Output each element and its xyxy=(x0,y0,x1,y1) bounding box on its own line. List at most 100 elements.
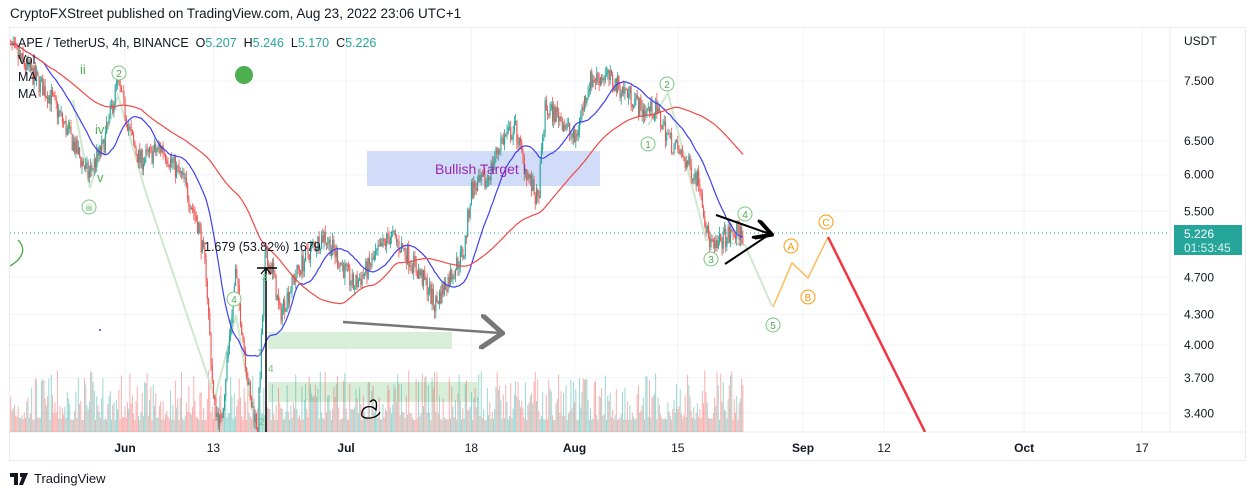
drop-projection-line[interactable] xyxy=(826,236,927,432)
candle-body xyxy=(628,93,630,98)
count-label-1: 1 xyxy=(257,348,263,359)
candle-body xyxy=(74,141,76,153)
candle-body xyxy=(554,106,556,123)
count-label-4: 4 xyxy=(268,364,274,375)
candle-body xyxy=(329,239,331,256)
bullish-target-label[interactable]: Bullish Target ! xyxy=(435,161,527,177)
abc-projection-line[interactable] xyxy=(772,236,829,308)
candle-body xyxy=(486,180,488,182)
candle-body xyxy=(297,265,299,270)
volume-bar xyxy=(69,403,71,432)
volume-bar xyxy=(704,370,706,432)
candle-body xyxy=(456,258,458,271)
candle-body xyxy=(621,87,624,93)
symbol-legend[interactable]: APE / TetherUS, 4h, BINANCE O5.207 H5.24… xyxy=(18,36,376,50)
candle-body xyxy=(726,238,728,247)
candle-body xyxy=(494,158,496,164)
volume-bar xyxy=(263,388,265,432)
volume-bar xyxy=(377,418,379,432)
volume-bar xyxy=(524,382,526,432)
candle-body xyxy=(305,248,307,262)
candle-body xyxy=(232,296,234,317)
candle-body xyxy=(260,333,262,379)
volume-bar xyxy=(592,418,594,432)
volume-bar xyxy=(349,383,351,432)
volume-bar xyxy=(109,391,111,432)
volume-bar xyxy=(689,396,691,432)
volume-bar xyxy=(698,416,700,432)
candle-body xyxy=(592,79,594,88)
candle-body xyxy=(258,388,260,432)
grey-arrow[interactable] xyxy=(342,322,500,333)
tradingview-logo[interactable]: TradingView xyxy=(10,471,106,486)
volume-bar xyxy=(561,416,563,432)
volume-bar xyxy=(117,409,119,432)
candle-body xyxy=(134,141,136,148)
volume-bar xyxy=(655,373,657,432)
volume-bar xyxy=(338,407,340,432)
candle-body xyxy=(434,305,436,312)
candle-body xyxy=(239,303,242,325)
candle-body xyxy=(79,147,81,157)
volume-bar xyxy=(474,388,476,432)
volume-bar xyxy=(212,418,214,432)
candle-body xyxy=(275,275,277,301)
volume-bar xyxy=(644,419,646,432)
candle-body xyxy=(38,75,40,92)
bullish-target-zone[interactable] xyxy=(367,151,600,186)
triangle-lower-line[interactable] xyxy=(724,233,771,265)
triangle-upper-arrow[interactable] xyxy=(715,214,770,234)
candle-body xyxy=(75,138,77,153)
volume-bar xyxy=(523,417,525,432)
candle-body xyxy=(282,300,285,309)
support-zone-lower[interactable] xyxy=(268,382,478,402)
price-axis[interactable]: 7.500 6.500 6.000 5.500 4.700 4.300 4.000 3.700… xyxy=(1184,74,1214,420)
candle-body xyxy=(459,250,461,268)
volume-bar xyxy=(15,415,17,432)
volume-bar xyxy=(131,395,133,432)
candle-body xyxy=(228,335,231,349)
indicator-ma-fast[interactable]: MA xyxy=(18,70,37,84)
volume-bar xyxy=(671,419,673,432)
candle-body xyxy=(135,147,137,155)
candle-body xyxy=(179,171,181,173)
candle-body xyxy=(469,205,471,218)
volume-bar xyxy=(668,411,670,432)
volume-bar xyxy=(414,419,416,432)
candle-body xyxy=(500,138,502,152)
indicator-ma-slow[interactable]: MA xyxy=(18,87,37,101)
chart-frame[interactable] xyxy=(9,27,1246,461)
candle-body xyxy=(545,100,547,110)
volume-bar xyxy=(55,412,57,432)
wave-2-left-circle xyxy=(111,65,127,81)
candle-body xyxy=(409,265,411,267)
volume-bar xyxy=(115,399,117,432)
candle-body xyxy=(413,255,415,273)
volume-bar xyxy=(20,418,22,432)
volume-bar xyxy=(119,418,121,432)
candle-body xyxy=(69,126,71,128)
candle-body xyxy=(184,177,186,180)
indicator-vol[interactable]: Vol xyxy=(18,53,36,67)
arc-drawing xyxy=(10,239,24,267)
volume-bar xyxy=(38,418,40,432)
volume-bar xyxy=(705,392,707,432)
candle-body xyxy=(169,158,172,167)
candle-body xyxy=(324,231,326,243)
candle-body xyxy=(287,292,289,303)
candle-body xyxy=(274,272,276,276)
candle-body xyxy=(656,100,658,114)
candle-body xyxy=(415,261,417,273)
candle-body xyxy=(607,70,609,73)
volume-bar xyxy=(47,396,49,432)
time-axis[interactable]: Jun 13 Jul 18 Aug 15 Sep 12 Oct 17 xyxy=(114,441,1149,455)
volume-bar xyxy=(489,402,491,432)
green-dot-marker[interactable] xyxy=(235,66,253,84)
price-tick-label: 3.700 xyxy=(1184,371,1214,385)
support-zone-upper[interactable] xyxy=(268,332,452,349)
volume-bar xyxy=(555,403,557,432)
candle-body xyxy=(699,185,701,192)
candle-body xyxy=(183,172,185,180)
volume-bar xyxy=(8,393,9,432)
